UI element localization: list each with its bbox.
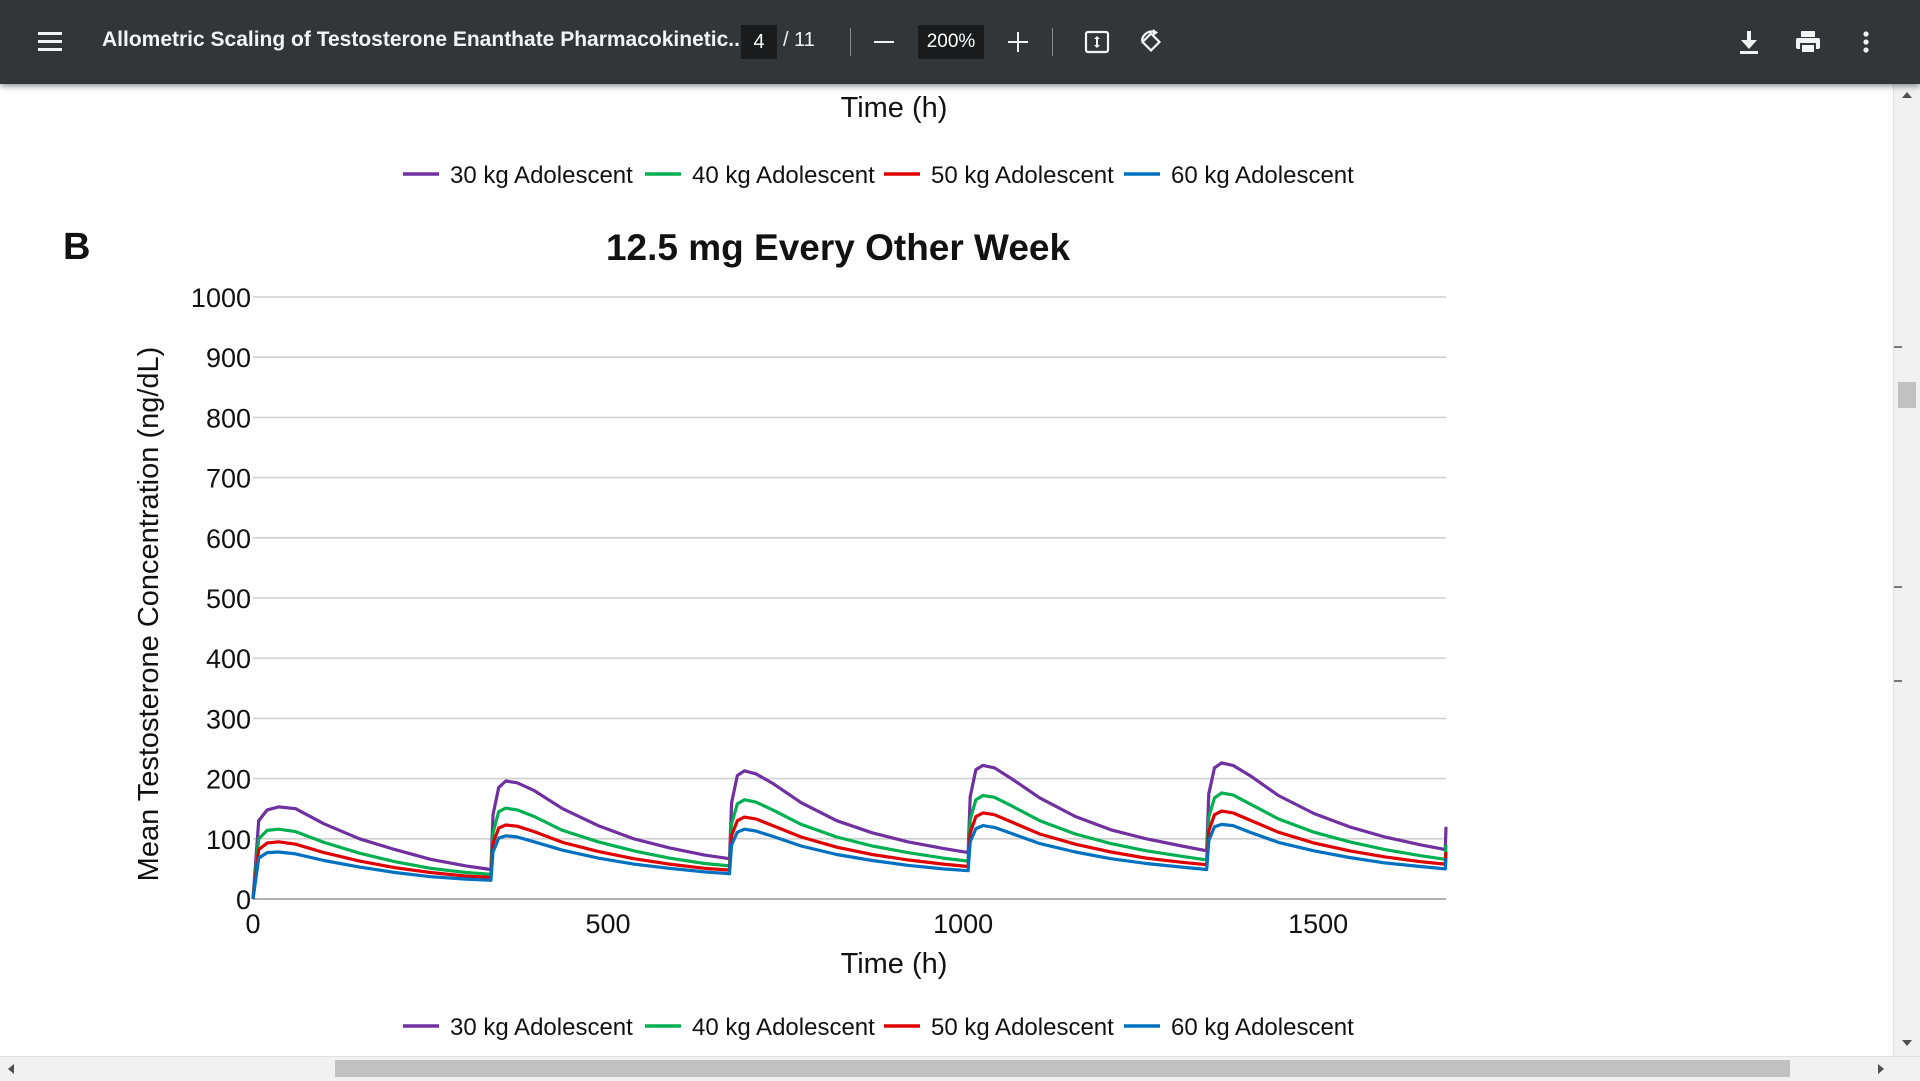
chart-title: 12.5 mg Every Other Week <box>606 227 1071 268</box>
zoom-in-icon[interactable] <box>1006 30 1030 54</box>
menu-icon[interactable] <box>34 26 66 58</box>
legend-label: 50 kg Adolescent <box>931 162 1114 189</box>
fit-to-page-icon[interactable] <box>1084 29 1110 55</box>
zoom-out-icon[interactable] <box>872 30 896 54</box>
y-tick-labels: 0 100 200 300 400 500 600 700 800 900 1000 <box>191 283 251 915</box>
x-tick-label: 1000 <box>933 909 993 939</box>
scroll-left-arrow-icon[interactable] <box>8 1064 14 1074</box>
y-tick-label: 900 <box>206 343 251 373</box>
y-tick-label: 100 <box>206 825 251 855</box>
chart-gridlines <box>253 296 1446 900</box>
scroll-right-arrow-icon[interactable] <box>1878 1064 1884 1074</box>
pdf-page-viewport[interactable]: 0 500 1000 1500 Time (h) 30 kg Adolescen… <box>0 84 1894 1056</box>
chart-legend: 30 kg Adolescent 40 kg Adolescent 50 kg Ad… <box>403 1014 1354 1041</box>
page-total: / 11 <box>783 29 815 51</box>
prev-xtick-label: 1000 <box>1024 84 1086 86</box>
scroll-marker <box>1894 680 1902 682</box>
panel-label: B <box>63 226 90 268</box>
x-tick-label: 1500 <box>1288 909 1348 939</box>
legend-label: 30 kg Adolescent <box>450 1014 633 1041</box>
toolbar-divider <box>850 28 851 56</box>
prev-chart-legend: 30 kg Adolescent 40 kg Adolescent 50 kg Ad… <box>403 162 1354 189</box>
download-icon[interactable] <box>1735 28 1763 56</box>
horizontal-scroll-thumb[interactable] <box>335 1060 1790 1077</box>
prev-xtick-label: 0 <box>245 84 261 86</box>
x-tick-labels: 0 500 1000 1500 <box>245 909 1348 939</box>
y-tick-label: 600 <box>206 524 251 554</box>
scroll-down-arrow-icon[interactable] <box>1902 1040 1912 1046</box>
x-axis-label: Time (h) <box>841 948 948 980</box>
toolbar-divider <box>1052 28 1053 56</box>
print-icon[interactable] <box>1793 28 1823 56</box>
pdf-toolbar: Allometric Scaling of Testosterone Enant… <box>0 0 1920 84</box>
legend-label: 40 kg Adolescent <box>692 162 875 189</box>
y-tick-label: 1000 <box>191 283 251 313</box>
y-tick-label: 700 <box>206 464 251 494</box>
series-line <box>251 761 1448 900</box>
legend-label: 30 kg Adolescent <box>450 162 633 189</box>
vertical-scroll-thumb[interactable] <box>1898 382 1916 408</box>
page-number-input[interactable]: 4 <box>741 25 777 59</box>
prev-xtick-label: 1500 <box>1425 84 1487 86</box>
scroll-marker <box>1894 346 1902 348</box>
legend-label: 60 kg Adolescent <box>1171 1014 1354 1041</box>
vertical-scrollbar[interactable] <box>1893 84 1920 1056</box>
x-tick-label: 500 <box>586 909 631 939</box>
document-title: Allometric Scaling of Testosterone Enant… <box>102 28 746 51</box>
scroll-marker <box>1894 586 1902 588</box>
chart-series <box>251 761 1448 900</box>
y-tick-label: 300 <box>206 704 251 734</box>
y-tick-label: 800 <box>206 403 251 433</box>
x-tick-label: 0 <box>245 909 260 939</box>
series-line <box>251 791 1448 900</box>
y-axis-label: Mean Testosterone Concentration (ng/dL) <box>133 347 165 882</box>
more-vert-icon[interactable] <box>1856 28 1876 56</box>
scroll-up-arrow-icon[interactable] <box>1902 92 1912 98</box>
legend-label: 40 kg Adolescent <box>692 1014 875 1041</box>
legend-label: 50 kg Adolescent <box>931 1014 1114 1041</box>
series-line <box>251 809 1448 900</box>
y-tick-label: 0 <box>236 885 251 915</box>
prev-x-axis-label: Time (h) <box>841 92 948 124</box>
horizontal-scrollbar[interactable] <box>0 1056 1920 1081</box>
zoom-level-input[interactable]: 200% <box>918 25 984 59</box>
legend-label: 60 kg Adolescent <box>1171 162 1354 189</box>
y-tick-label: 200 <box>206 765 251 795</box>
chart-canvas: 0 500 1000 1500 Time (h) 30 kg Adolescen… <box>63 84 1487 1041</box>
series-line <box>251 822 1448 900</box>
prev-xtick-label: 500 <box>631 84 678 86</box>
y-tick-label: 400 <box>206 644 251 674</box>
rotate-icon[interactable] <box>1136 27 1166 57</box>
y-tick-label: 500 <box>206 584 251 614</box>
